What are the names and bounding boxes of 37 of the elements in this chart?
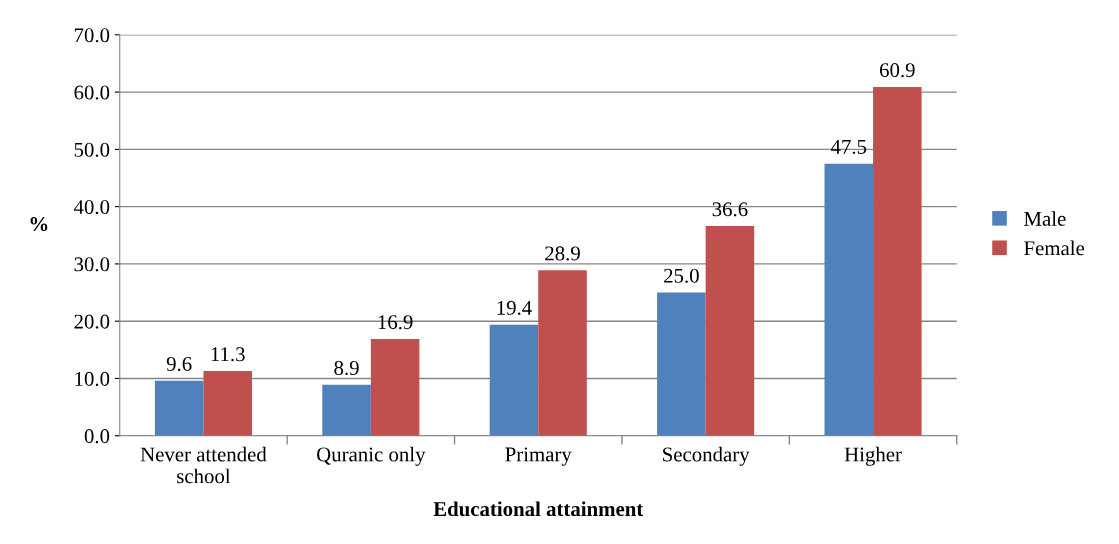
- x-tick-label: Quranic only: [317, 446, 426, 466]
- x-tick-label: Never attended school: [140, 446, 267, 484]
- bar: [203, 371, 252, 436]
- data-label: 8.9: [334, 360, 359, 376]
- data-label: 9.6: [166, 356, 192, 372]
- data-label: 36.6: [712, 202, 748, 217]
- legend-label: Male: [1024, 211, 1066, 226]
- data-label: 28.9: [545, 246, 580, 261]
- data-label: 60.9: [879, 63, 915, 78]
- y-axis-title: %: [30, 216, 48, 232]
- y-tick-label: 60.0: [74, 85, 110, 100]
- bar: [322, 384, 371, 436]
- data-label: 25.0: [664, 268, 699, 283]
- bar: [705, 226, 755, 436]
- y-tick-label: 10.0: [75, 371, 110, 386]
- bar: [538, 270, 587, 436]
- data-label: 11.3: [211, 347, 245, 362]
- data-label: 16.9: [378, 315, 413, 330]
- bar: [154, 380, 204, 436]
- x-tick-label: Higher: [844, 446, 902, 466]
- y-tick-label: 0.0: [84, 429, 110, 444]
- y-tick-label: 40.0: [73, 200, 110, 215]
- y-tick-label: 70.0: [74, 28, 110, 43]
- y-tick-label: 50.0: [74, 142, 110, 157]
- bar: [489, 324, 539, 436]
- data-label: 19.4: [497, 300, 532, 315]
- y-tick-label: 30.0: [74, 257, 110, 272]
- x-axis-title: Educational attainment: [433, 501, 644, 517]
- bar: [370, 338, 420, 436]
- x-tick-label: Secondary: [663, 446, 750, 466]
- bar: [657, 292, 706, 436]
- y-tick-label: 20.0: [74, 314, 110, 329]
- data-label: 47.5: [830, 139, 867, 154]
- x-tick-label: Primary: [505, 447, 572, 466]
- bar: [824, 163, 874, 436]
- legend-label: Female: [1024, 240, 1085, 256]
- bar: [873, 86, 922, 436]
